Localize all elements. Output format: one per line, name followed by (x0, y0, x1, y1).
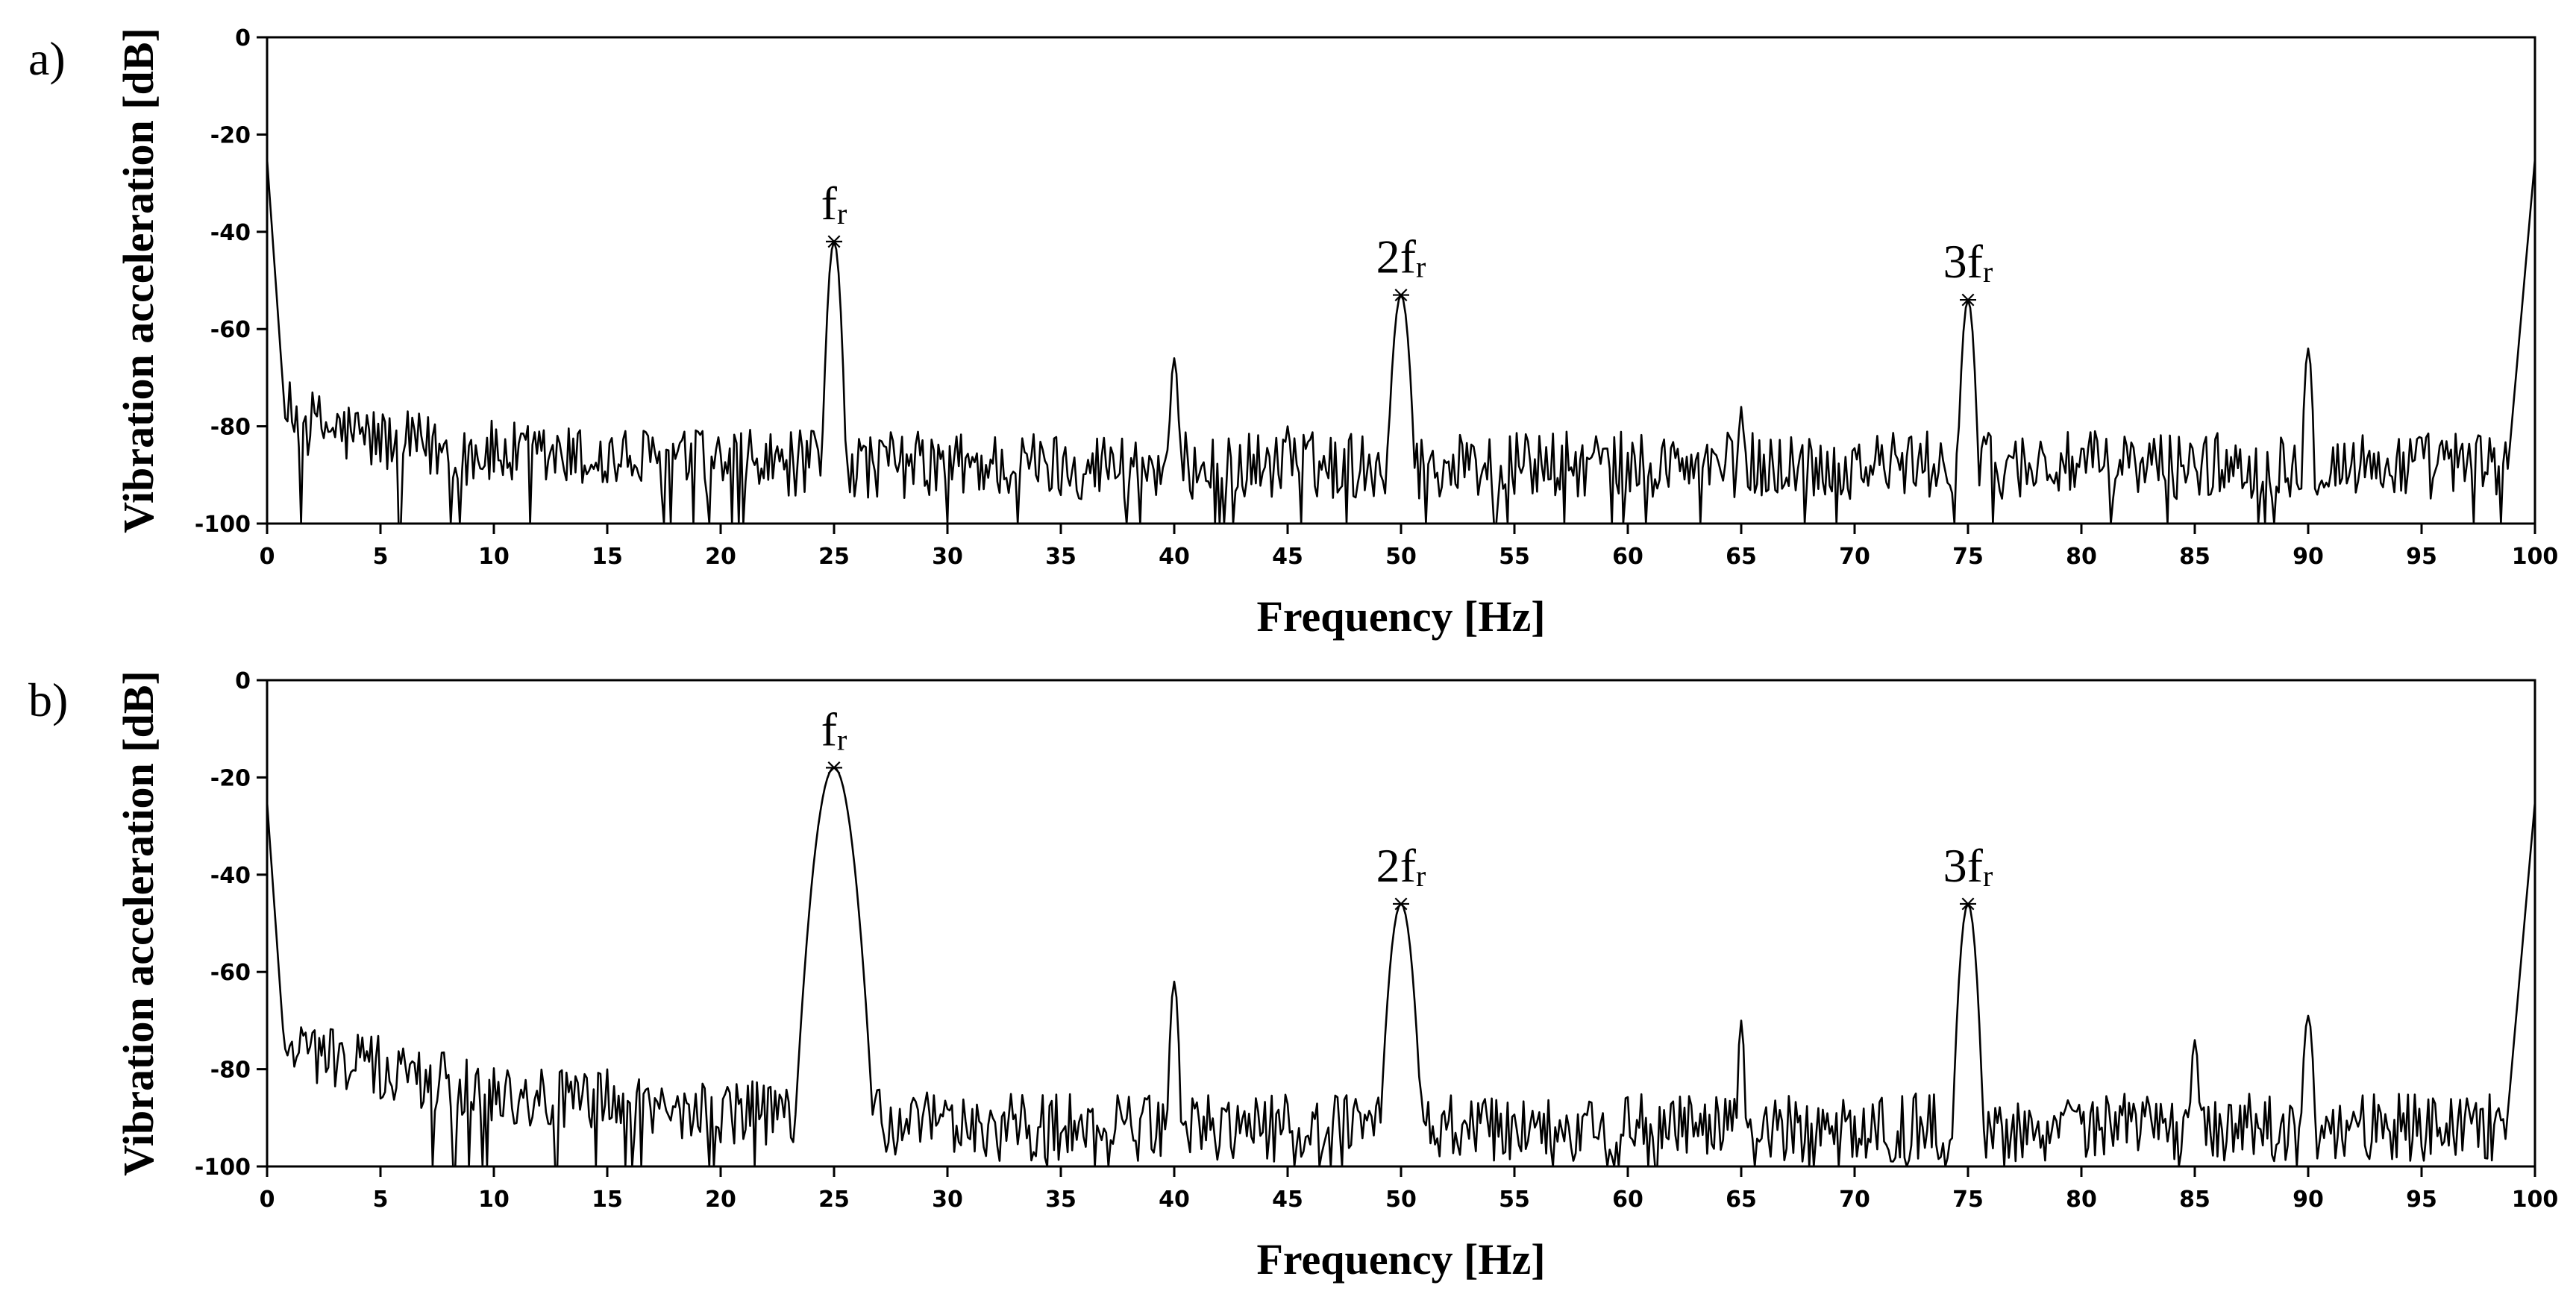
x-tick-label: 5 (373, 544, 389, 570)
x-tick-label: 40 (1159, 1187, 1190, 1213)
peak-marker (826, 761, 842, 774)
x-tick-label: 15 (592, 1187, 623, 1213)
x-tick-label: 90 (2293, 544, 2324, 570)
peak-annotation: 2fr (1376, 839, 1426, 893)
spectrum-line (266, 158, 2536, 525)
y-tick-label: -60 (210, 317, 251, 343)
x-tick-label: 25 (818, 544, 850, 570)
x-tick-label: 60 (1612, 544, 1643, 570)
x-tick-label: 55 (1499, 544, 1530, 570)
x-tick-label: 75 (1952, 544, 1984, 570)
plot-frame (266, 679, 2536, 1168)
x-tick-label: 100 (2512, 1187, 2559, 1213)
x-tick-label: 95 (2406, 544, 2437, 570)
x-tick-label: 20 (705, 1187, 736, 1213)
x-tick-label: 25 (818, 1187, 850, 1213)
x-tick-label: 10 (478, 1187, 510, 1213)
x-tick-label: 80 (2066, 544, 2097, 570)
y-axis-title: Vibration acceleration [dB] (114, 670, 163, 1176)
x-tick-label: 15 (592, 544, 623, 570)
x-tick-label: 30 (932, 544, 963, 570)
x-tick-label: 65 (1726, 1187, 1757, 1213)
x-axis-title: Frequency [Hz] (1256, 1235, 1545, 1284)
x-tick-label: 5 (373, 1187, 389, 1213)
x-tick-label: 35 (1045, 1187, 1077, 1213)
y-tick-label: -100 (195, 1155, 251, 1181)
x-tick-label: 60 (1612, 1187, 1643, 1213)
x-tick-label: 35 (1045, 544, 1077, 570)
peak-marker (1393, 289, 1409, 302)
x-tick-label: 45 (1272, 1187, 1303, 1213)
chart-panel-a: a) 0 -20 -40 -60 -80 -100 0 5 10 15 20 25 30 35 40 45 50 5… (28, 25, 2558, 641)
peak-marker (826, 235, 842, 248)
y-tick-label: 0 (235, 668, 251, 694)
peak-marker (1960, 293, 1976, 307)
x-tick-label: 90 (2293, 1187, 2324, 1213)
y-tick-label: -60 (210, 960, 251, 986)
x-tick-label: 55 (1499, 1187, 1530, 1213)
y-tick-label: -20 (210, 765, 251, 791)
x-axis-title: Frequency [Hz] (1256, 592, 1545, 641)
x-tick-label: 10 (478, 544, 510, 570)
y-axis-title: Vibration acceleration [dB] (114, 28, 163, 533)
y-tick-label: -80 (210, 1058, 251, 1084)
x-tick-label: 20 (705, 544, 736, 570)
x-tick-label: 80 (2066, 1187, 2097, 1213)
peak-marker (1393, 897, 1409, 911)
spectrum-line (266, 767, 2536, 1168)
x-tick-label: 50 (1385, 1187, 1417, 1213)
x-tick-label: 70 (1839, 1187, 1870, 1213)
x-tick-label: 30 (932, 1187, 963, 1213)
y-tick-label: 0 (235, 25, 251, 51)
panel-label: a) (28, 32, 66, 85)
x-tick-label: 50 (1385, 544, 1417, 570)
y-tick-label: -100 (195, 512, 251, 538)
x-tick-label: 0 (260, 1187, 275, 1213)
peak-annotation: fr (821, 177, 847, 230)
x-tick-label: 100 (2512, 544, 2559, 570)
y-tick-label: -40 (210, 863, 251, 889)
x-tick-label: 85 (2179, 544, 2210, 570)
peak-marker (1960, 897, 1976, 911)
x-tick-label: 0 (260, 544, 275, 570)
x-tick-label: 40 (1159, 544, 1190, 570)
x-tick-label: 45 (1272, 544, 1303, 570)
peak-annotation: 2fr (1376, 230, 1426, 284)
panel-label: b) (28, 673, 68, 726)
y-tick-label: -80 (210, 415, 251, 441)
chart-panel-b: b) 0 -20 -40 -60 -80 -100 0 5 10 15 20 25 30 35 40 45 50 5… (28, 668, 2558, 1284)
x-tick-label: 75 (1952, 1187, 1984, 1213)
x-tick-label: 95 (2406, 1187, 2437, 1213)
peak-annotation: 3fr (1943, 839, 1993, 893)
x-tick-label: 85 (2179, 1187, 2210, 1213)
peak-annotation: fr (821, 703, 847, 756)
x-tick-label: 65 (1726, 544, 1757, 570)
peak-annotation: 3fr (1943, 235, 1993, 289)
y-tick-label: -20 (210, 122, 251, 148)
x-tick-label: 70 (1839, 544, 1870, 570)
y-tick-label: -40 (210, 220, 251, 246)
